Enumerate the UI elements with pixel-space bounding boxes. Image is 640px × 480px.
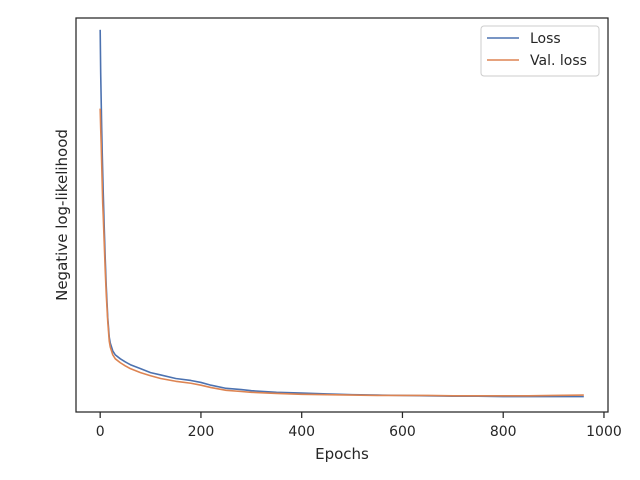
x-tick-label: 200 <box>188 424 215 440</box>
x-tick-label: 400 <box>288 424 315 440</box>
x-axis: 0 200 400 600 800 1000 <box>96 412 622 440</box>
y-axis-label: Negative log-likelihood <box>53 129 71 301</box>
x-axis-label: Epochs <box>315 445 369 463</box>
legend-label-val-loss: Val. loss <box>530 53 587 69</box>
legend: Loss Val. loss <box>480 25 600 77</box>
legend-label-loss: Loss <box>530 31 561 47</box>
plot-frame <box>75 17 609 413</box>
plot-area <box>76 18 608 412</box>
series-line-val-loss <box>99 108 584 397</box>
x-tick-label: 800 <box>490 424 517 440</box>
x-tick-label: 600 <box>389 424 416 440</box>
x-tick-label: 1000 <box>586 424 622 440</box>
x-tick-label: 0 <box>96 424 105 440</box>
series-layer <box>99 29 584 398</box>
